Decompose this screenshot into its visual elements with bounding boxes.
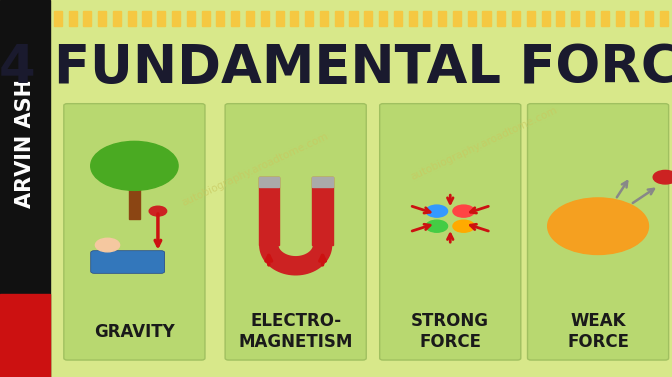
- Circle shape: [95, 238, 120, 252]
- Text: STRONG
FORCE: STRONG FORCE: [411, 313, 489, 351]
- Bar: [438, 11, 446, 26]
- Bar: [497, 11, 505, 26]
- Bar: [630, 11, 638, 26]
- Bar: [305, 11, 313, 26]
- Bar: [482, 11, 491, 26]
- Bar: [660, 11, 668, 26]
- Bar: [645, 11, 653, 26]
- Bar: [616, 11, 624, 26]
- Circle shape: [548, 198, 648, 254]
- FancyBboxPatch shape: [225, 104, 366, 360]
- Text: autobiography.aroadtome.com: autobiography.aroadtome.com: [181, 131, 330, 208]
- Bar: [468, 11, 476, 26]
- Circle shape: [653, 170, 672, 184]
- Bar: [259, 177, 279, 187]
- Bar: [556, 11, 564, 26]
- Bar: [527, 11, 535, 26]
- Bar: [312, 177, 333, 245]
- Circle shape: [426, 205, 448, 217]
- Bar: [290, 11, 298, 26]
- Bar: [0, 0, 50, 377]
- FancyBboxPatch shape: [64, 104, 205, 360]
- Text: autobiography.aroadtome.com: autobiography.aroadtome.com: [409, 105, 558, 182]
- Circle shape: [91, 141, 178, 190]
- Bar: [216, 11, 224, 26]
- Bar: [129, 181, 140, 219]
- Bar: [69, 11, 77, 26]
- Text: GRAVITY: GRAVITY: [94, 323, 175, 341]
- Circle shape: [149, 206, 167, 216]
- Bar: [172, 11, 180, 26]
- Bar: [512, 11, 520, 26]
- Bar: [409, 11, 417, 26]
- Bar: [0, 294, 50, 377]
- Bar: [394, 11, 402, 26]
- Bar: [349, 11, 358, 26]
- Bar: [542, 11, 550, 26]
- Circle shape: [453, 205, 474, 217]
- Text: ELECTRO-
MAGNETISM: ELECTRO- MAGNETISM: [239, 313, 353, 351]
- Text: WEAK
FORCE: WEAK FORCE: [567, 313, 629, 351]
- Bar: [128, 11, 136, 26]
- Bar: [312, 177, 333, 187]
- Bar: [261, 11, 269, 26]
- FancyBboxPatch shape: [528, 104, 669, 360]
- Bar: [571, 11, 579, 26]
- Bar: [98, 11, 106, 26]
- Bar: [246, 11, 254, 26]
- Bar: [83, 11, 91, 26]
- Circle shape: [453, 220, 474, 232]
- Bar: [453, 11, 461, 26]
- Bar: [335, 11, 343, 26]
- Bar: [142, 11, 151, 26]
- Bar: [364, 11, 372, 26]
- FancyBboxPatch shape: [380, 104, 521, 360]
- Bar: [54, 11, 62, 26]
- Bar: [187, 11, 195, 26]
- Text: ARVIN ASH: ARVIN ASH: [15, 79, 35, 208]
- Circle shape: [426, 220, 448, 232]
- Bar: [586, 11, 594, 26]
- Bar: [202, 11, 210, 26]
- FancyBboxPatch shape: [91, 251, 165, 273]
- Text: 4 FUNDAMENTAL FORCES: 4 FUNDAMENTAL FORCES: [0, 42, 672, 94]
- Bar: [157, 11, 165, 26]
- Bar: [601, 11, 609, 26]
- Bar: [259, 177, 279, 245]
- Bar: [320, 11, 328, 26]
- Bar: [276, 11, 284, 26]
- Bar: [423, 11, 431, 26]
- Bar: [113, 11, 121, 26]
- Bar: [379, 11, 387, 26]
- Bar: [231, 11, 239, 26]
